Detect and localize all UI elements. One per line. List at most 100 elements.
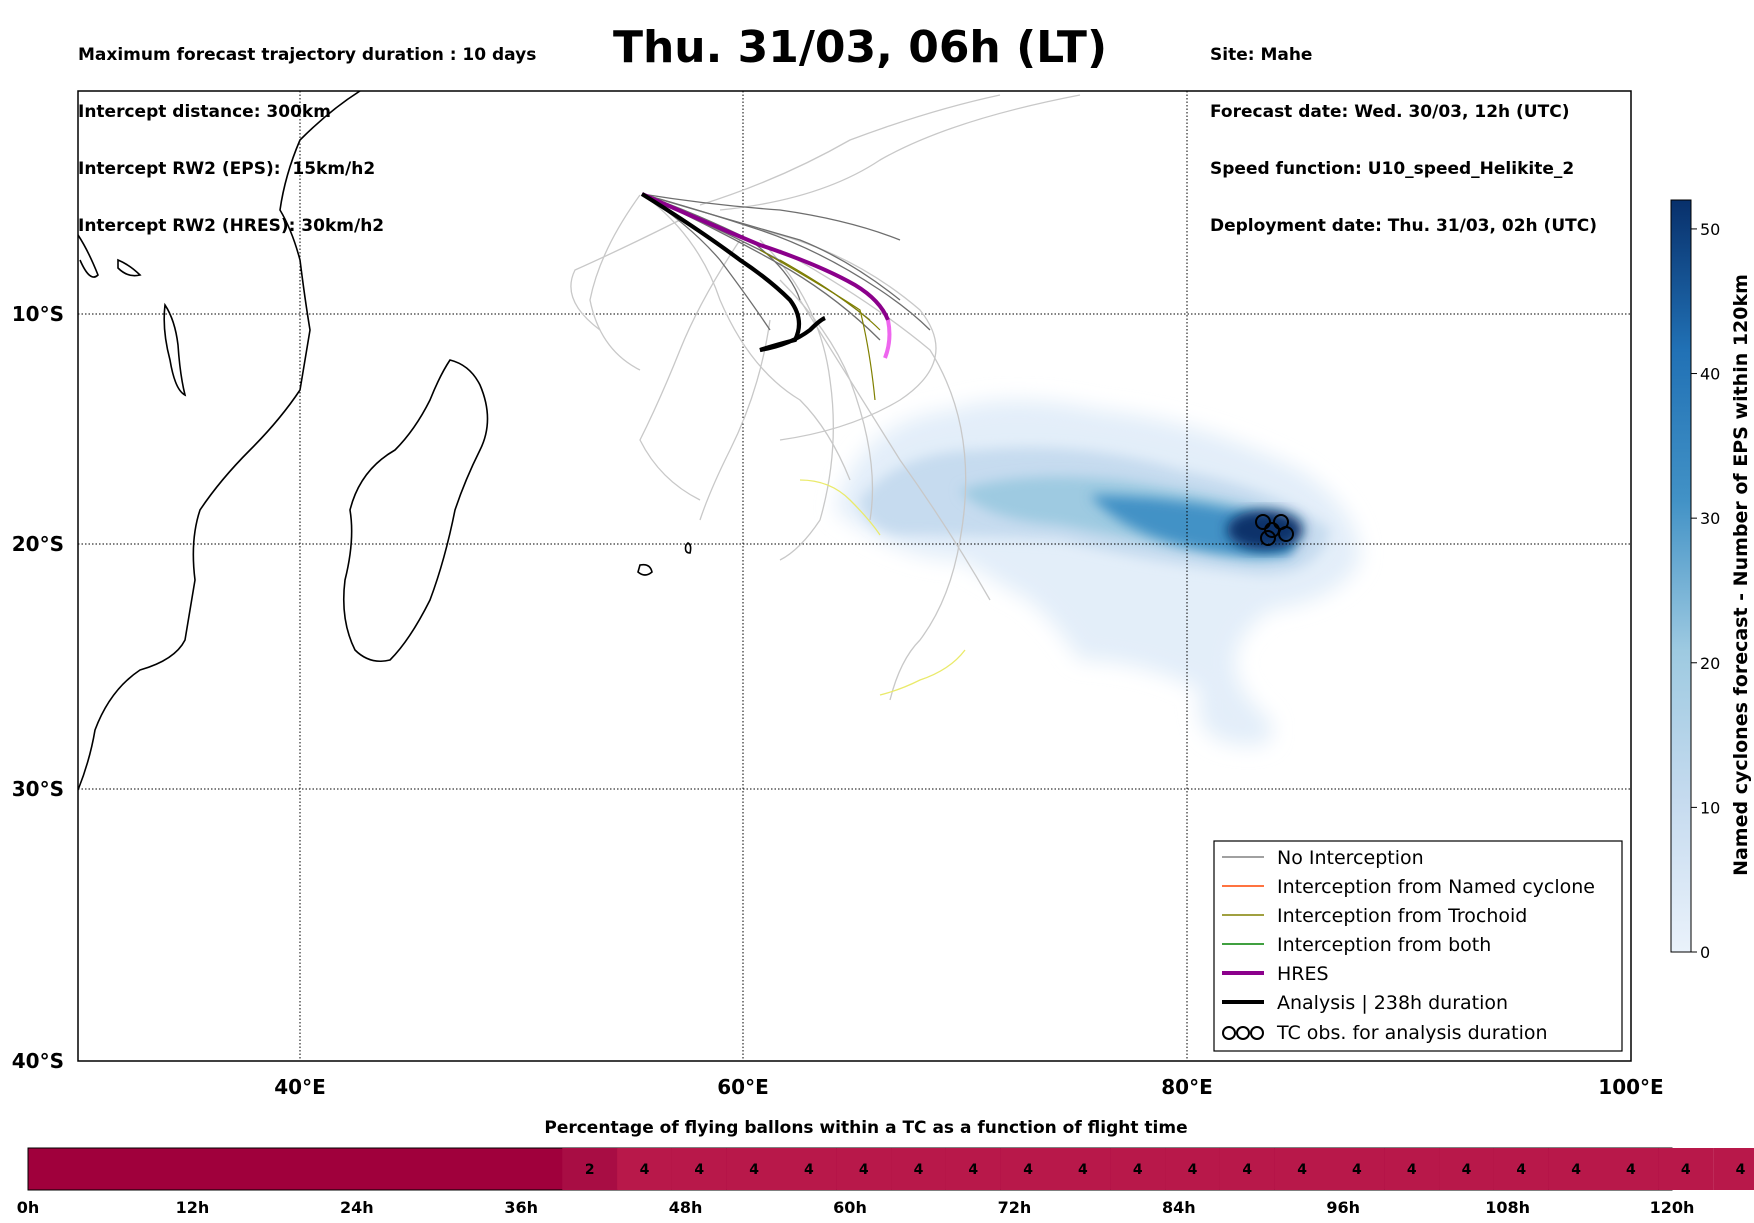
timebar-cell-value: 4 [1078, 1162, 1088, 1178]
timebar-cell-value: 4 [914, 1162, 924, 1178]
timebar-cell [1548, 1148, 1604, 1190]
header-left-info: Maximum forecast trajectory duration : 1… [78, 8, 536, 255]
island-small [117, 258, 142, 277]
timebar-cell-value: 4 [1516, 1162, 1526, 1178]
timebar-cell-value: 4 [1626, 1162, 1636, 1178]
lat-tick-30s: 30°S [12, 777, 64, 801]
timebar-cell-value: 4 [1407, 1162, 1417, 1178]
timebar-cell [1000, 1148, 1056, 1190]
timebar-cell [1165, 1148, 1220, 1190]
madagascar-outline [342, 359, 489, 663]
page-title: Thu. 31/03, 06h (LT) [612, 22, 1108, 73]
timebar-cell [1329, 1148, 1385, 1190]
info-site: Site: Mahe [1210, 45, 1313, 65]
info-intercept-eps: Intercept RW2 (EPS): 15km/h2 [78, 159, 376, 179]
info-speed-function: Speed function: U10_speed_Helikite_2 [1210, 159, 1575, 179]
timebar-cell [1274, 1148, 1330, 1190]
timebar-cell-value: 4 [1462, 1162, 1472, 1178]
legend-swatch-tc-obs [1222, 1026, 1264, 1040]
timebar-tick-label: 0h [17, 1198, 40, 1217]
map-legend: No Interception Interception from Named … [1213, 840, 1623, 1052]
colorbar-tick-label: 0 [1700, 943, 1710, 962]
timebar-cell-value: 4 [640, 1162, 650, 1178]
density-colorbar: 0 10 20 30 40 50 Named cyclones forecast - Nu… [1670, 199, 1752, 962]
timebar-tick-label: 24h [340, 1198, 374, 1217]
map-area [78, 91, 1631, 1061]
tc-observation-symbols [1255, 514, 1294, 546]
timebar-tick-label: 36h [504, 1198, 538, 1217]
timebar-cell-value: 4 [1352, 1162, 1362, 1178]
colorbar-tick-label: 20 [1700, 654, 1720, 673]
timebar-cell-value: 4 [804, 1162, 814, 1178]
lon-tick-60e: 60°E [717, 1075, 769, 1099]
timebar-cell [617, 1148, 672, 1190]
lon-tick-40e: 40°E [274, 1075, 326, 1099]
timebar-cell [1439, 1148, 1494, 1190]
map-grid [78, 91, 1631, 1061]
timebar-cell [1219, 1148, 1275, 1190]
legend-frame [1213, 840, 1623, 1052]
info-deployment-date: Deployment date: Thu. 31/03, 02h (UTC) [1210, 216, 1597, 236]
yellow-tracks [799, 479, 966, 696]
hres-track [641, 192, 890, 321]
trochoid-interception-tracks [759, 249, 881, 401]
lon-tick-80e: 80°E [1161, 1075, 1213, 1099]
analysis-track [640, 192, 826, 353]
legend-analysis: Analysis | 238h duration [1277, 992, 1508, 1014]
lake-outline [163, 302, 187, 397]
timebar-tick-label: 108h [1485, 1198, 1530, 1217]
info-intercept-hres: Intercept RW2 (HRES): 30km/h2 [78, 216, 385, 236]
reunion-island [637, 563, 653, 576]
timebar-tick-label: 48h [669, 1198, 703, 1217]
timebar-ticks: 0h 12h 24h 36h 48h 60h 72h 84h 96h 108h 120h [17, 1198, 1695, 1217]
timebar-title: Percentage of flying ballons within a TC… [544, 1118, 1187, 1138]
timebar-cell [781, 1148, 837, 1190]
timebar-cell [1055, 1148, 1111, 1190]
colorbar-gradient [1670, 199, 1692, 953]
timebar-cells: 24444444444444444444444444 [562, 1148, 1754, 1190]
timebar-cell-value: 4 [1133, 1162, 1143, 1178]
timebar-cell [1713, 1148, 1754, 1190]
legend-tc-obs: TC obs. for analysis duration [1276, 1022, 1548, 1044]
timebar-tick-label: 96h [1326, 1198, 1360, 1217]
timebar-cell-value: 4 [1297, 1162, 1307, 1178]
timebar-cell [1603, 1148, 1659, 1190]
lat-tick-20s: 20°S [12, 532, 64, 556]
lat-tick-40s: 40°S [12, 1049, 64, 1073]
colorbar-ticks: 0 10 20 30 40 50 [1691, 220, 1720, 962]
timebar-tick-label: 60h [833, 1198, 867, 1217]
timebar-cell [562, 1148, 618, 1190]
header-right-info: Site: Mahe Forecast date: Wed. 30/03, 12… [1210, 8, 1597, 255]
legend-trochoid: Interception from Trochoid [1277, 905, 1527, 927]
timebar-cell [891, 1148, 946, 1190]
coastlines [78, 91, 692, 791]
timebar-cell [1384, 1148, 1440, 1190]
colorbar-label: Named cyclones forecast - Number of EPS … [1730, 274, 1752, 876]
flight-time-bar: Percentage of flying ballons within a TC… [17, 1118, 1754, 1217]
timebar-cell-value: 4 [694, 1162, 704, 1178]
legend-named-cyclone: Interception from Named cyclone [1277, 876, 1595, 898]
timebar-cell [945, 1148, 1001, 1190]
info-forecast-date: Forecast date: Wed. 30/03, 12h (UTC) [1210, 102, 1570, 122]
timebar-tick-label: 120h [1650, 1198, 1695, 1217]
timebar-cell [836, 1148, 892, 1190]
info-max-duration: Maximum forecast trajectory duration : 1… [78, 45, 537, 65]
timebar-cell [1110, 1148, 1166, 1190]
map-axis-labels: 40°E 60°E 80°E 100°E 10°S 20°S 30°S 40°S [12, 302, 1664, 1099]
timebar-cell-value: 4 [1571, 1162, 1581, 1178]
colorbar-tick-label: 10 [1700, 798, 1720, 817]
timebar-cell-value: 4 [1188, 1162, 1198, 1178]
timebar-cell-value: 4 [1023, 1162, 1033, 1178]
timebar-cell-value: 4 [968, 1162, 978, 1178]
island-left [78, 234, 99, 278]
legend-both: Interception from both [1277, 934, 1491, 956]
timebar-tick-label: 84h [1162, 1198, 1196, 1217]
eps-trajectories-grey [570, 94, 1081, 701]
timebar-cell-value: 4 [859, 1162, 869, 1178]
timebar-cell-value: 4 [1681, 1162, 1691, 1178]
timebar-tick-label: 12h [176, 1198, 210, 1217]
africa-coast [78, 91, 361, 791]
timebar-cell [1493, 1148, 1549, 1190]
colorbar-tick-label: 30 [1700, 509, 1720, 528]
